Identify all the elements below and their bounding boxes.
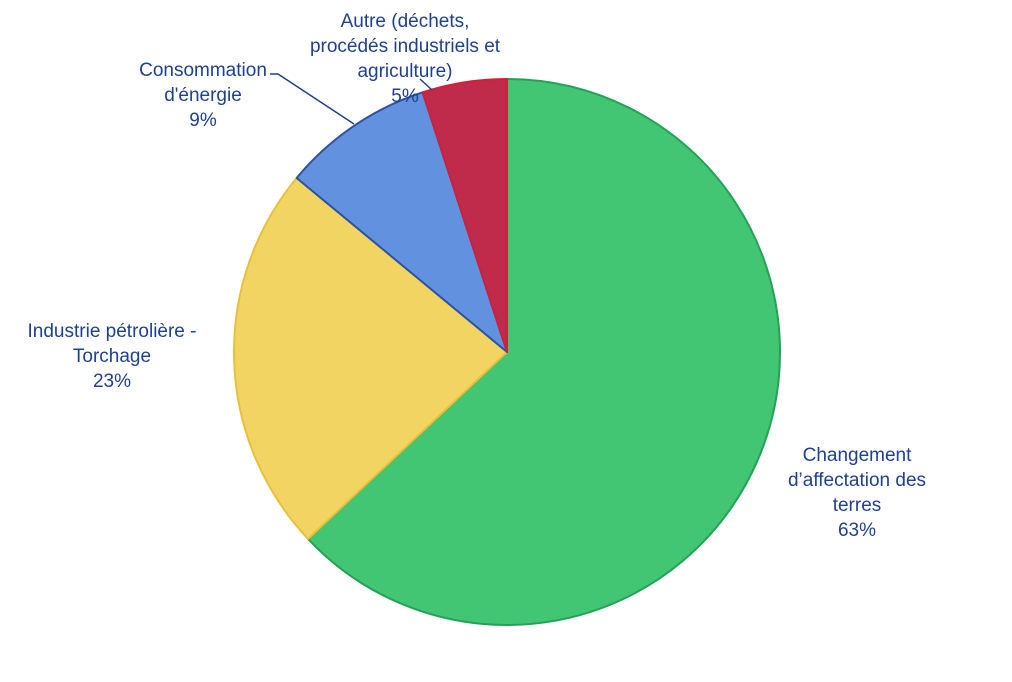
slice-name-line: Industrie pétrolière - [28, 321, 197, 342]
pie-slice-industrie-petroliere-torchage [233, 176, 508, 540]
pie-slice-autre-dechets-procedes-industriels-et-agriculture [421, 78, 508, 353]
slice-label-industrie-petroliere-torchage: Industrie pétrolière - Torchage 23% [28, 321, 197, 392]
leader-lines [270, 73, 433, 125]
slice-percent-label: 63% [838, 520, 876, 541]
pie-slices [233, 78, 781, 626]
slice-name-line: Changement [803, 445, 913, 466]
slice-name-line: terres [833, 495, 882, 516]
slice-name-line: Consommation [139, 60, 267, 81]
slice-label-consommation-d-energie: Consommation d'énergie 9% [139, 60, 267, 131]
slice-percent-label: 9% [189, 110, 217, 131]
slice-name-line: agriculture) [357, 61, 452, 82]
slice-name-line: Autre (déchets, [341, 11, 470, 32]
slice-name-line: Torchage [73, 346, 151, 367]
slice-label-autre-dechets-procedes-industriels-et-agriculture: Autre (déchets, procédés industriels et ag… [310, 11, 501, 107]
pie-slice-changement-d-affectation-des-terres [306, 78, 781, 626]
pie-slice-consommation-d-energie [295, 91, 508, 353]
slice-percent-label: 23% [93, 371, 131, 392]
slice-name-line: procédés industriels et [310, 36, 501, 57]
leader-line-autre-dechets-procedes-industriels-et-agriculture [419, 78, 433, 91]
slice-name-line: d'énergie [164, 85, 242, 106]
slice-percent-label: 5% [391, 86, 419, 107]
slice-labels: Changement d’affectation des terres 63% Indu… [28, 11, 927, 541]
slice-name-line: d’affectation des [788, 470, 926, 491]
leader-line-consommation-d-energie [270, 73, 355, 125]
slice-label-changement-d-affectation-des-terres: Changement d’affectation des terres 63% [788, 445, 926, 541]
